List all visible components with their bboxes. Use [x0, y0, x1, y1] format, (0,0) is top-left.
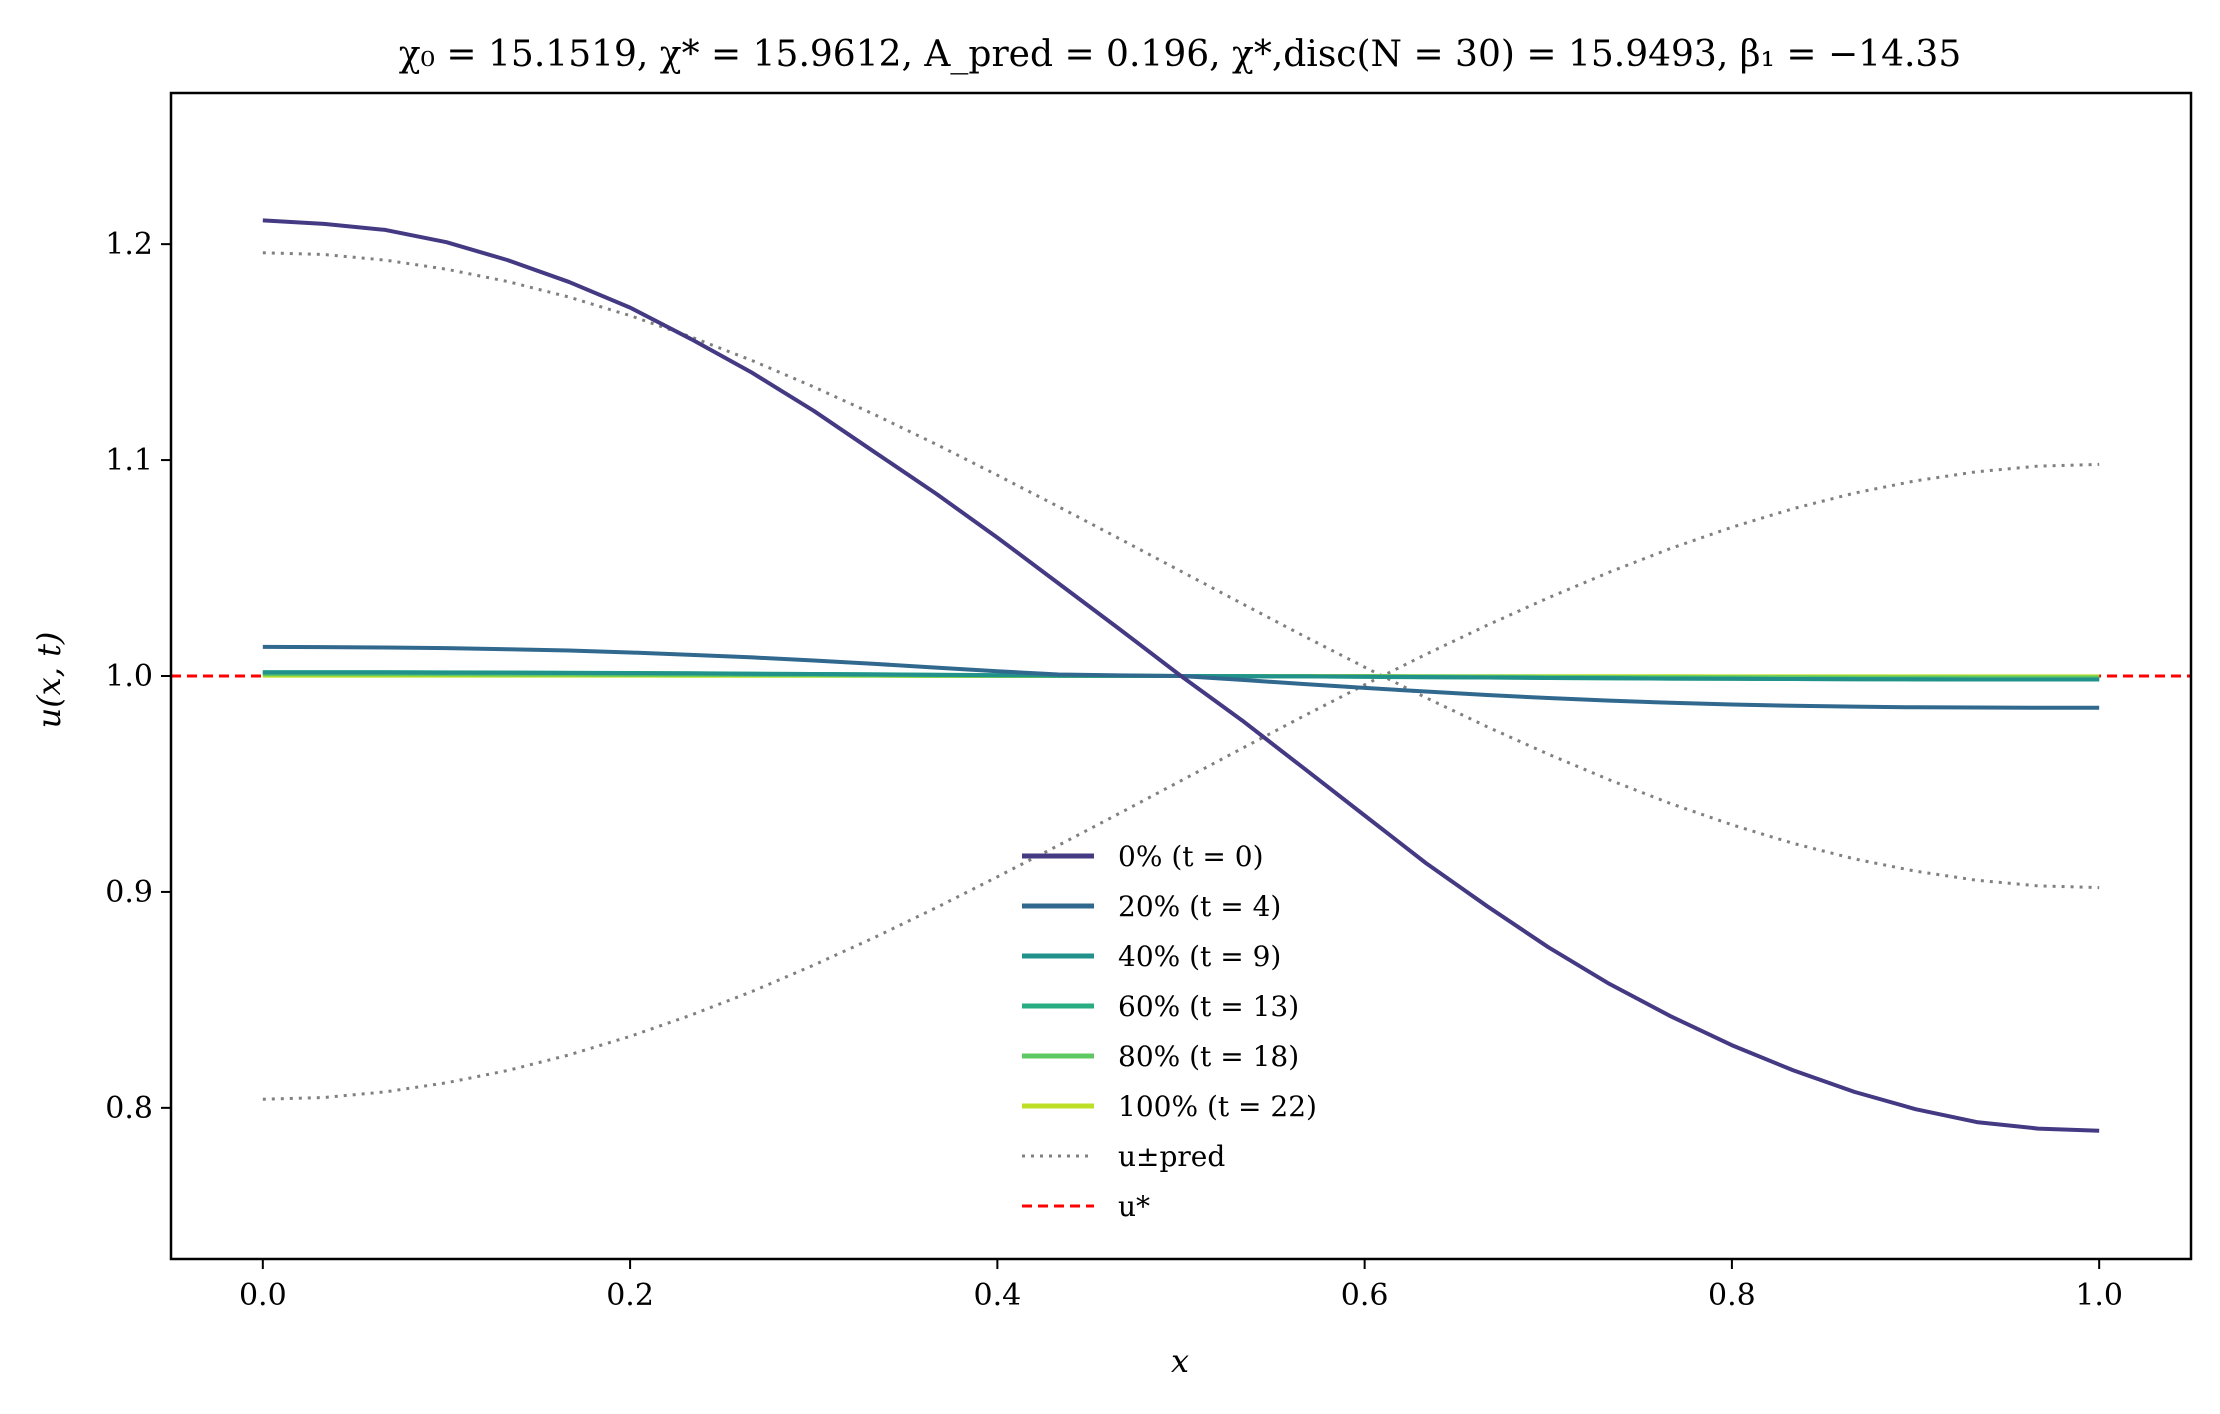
legend-label: 0% (t = 0) — [1118, 840, 1264, 873]
legend-label: 20% (t = 4) — [1118, 890, 1281, 923]
x-tick-label: 0.6 — [1341, 1278, 1389, 1313]
legend-label: 40% (t = 9) — [1118, 940, 1281, 973]
plot-area — [171, 218, 2191, 1133]
x-axis-label: x — [1171, 1342, 1189, 1380]
x-tick-label: 0.4 — [974, 1278, 1022, 1313]
series-line-7 — [262, 462, 2100, 1101]
legend: 0% (t = 0) 20% (t = 4) 40% (t = 9) 60% (t =… — [1022, 840, 1317, 1223]
series-line-6 — [262, 251, 2100, 890]
chart-title: χ₀ = 15.1519, χ* = 15.9612, A_pred = 0.1… — [399, 34, 1962, 75]
legend-label: u* — [1118, 1190, 1150, 1223]
y-tick-label: 1.0 — [105, 659, 153, 694]
x-tick-label: 0.8 — [1708, 1278, 1756, 1313]
y-tick-label: 1.2 — [105, 227, 153, 262]
x-axis: 0.0 0.2 0.4 0.6 0.8 1.0 — [239, 1259, 2123, 1313]
y-axis-label: u(x, t) — [30, 632, 68, 729]
y-tick-label: 0.8 — [105, 1091, 153, 1126]
legend-label: 80% (t = 18) — [1118, 1040, 1299, 1073]
x-tick-label: 0.0 — [239, 1278, 287, 1313]
x-tick-label: 0.2 — [606, 1278, 654, 1313]
y-tick-label: 1.1 — [105, 443, 153, 478]
legend-label: 100% (t = 22) — [1118, 1090, 1317, 1123]
x-tick-label: 1.0 — [2075, 1278, 2123, 1313]
legend-label: 60% (t = 13) — [1118, 990, 1299, 1023]
legend-label: u±pred — [1118, 1140, 1225, 1173]
y-tick-label: 0.9 — [105, 875, 153, 910]
y-axis: 0.8 0.9 1.0 1.1 1.2 — [105, 227, 171, 1126]
series-line-0 — [262, 218, 2100, 1133]
